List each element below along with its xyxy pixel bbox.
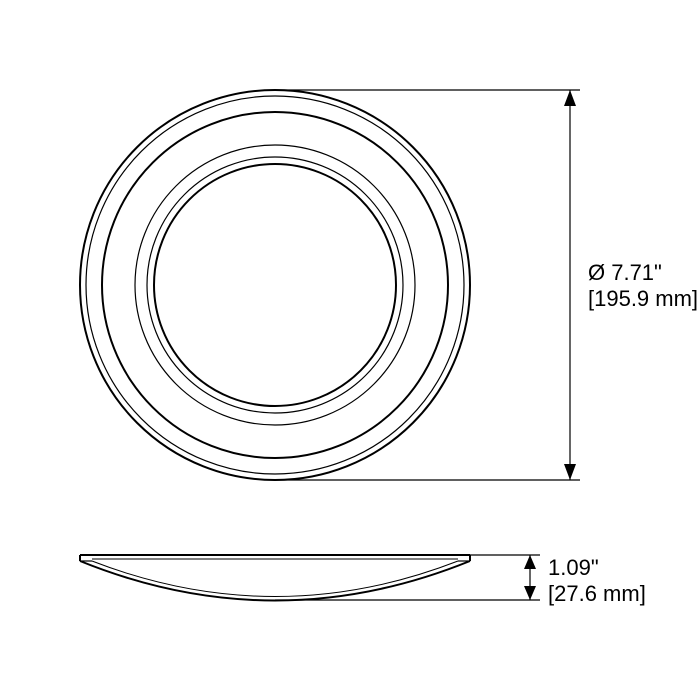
ring-3 [135,145,415,425]
ring-5 [154,164,396,406]
technical-drawing: Ø 7.71" [195.9 mm] 1.09" [27.6 mm] [0,0,700,700]
ring-0 [80,90,470,480]
side-view [80,555,470,601]
diameter-label: Ø 7.71" [588,260,662,285]
height-mm: [27.6 mm] [548,581,646,606]
diameter-mm: [195.9 mm] [588,286,698,311]
top-view [80,90,470,480]
ring-1 [86,96,464,474]
height-dimension: 1.09" [27.6 mm] [275,555,646,606]
height-label: 1.09" [548,555,599,580]
ring-4 [147,157,403,413]
diameter-dimension: Ø 7.71" [195.9 mm] [275,90,698,480]
